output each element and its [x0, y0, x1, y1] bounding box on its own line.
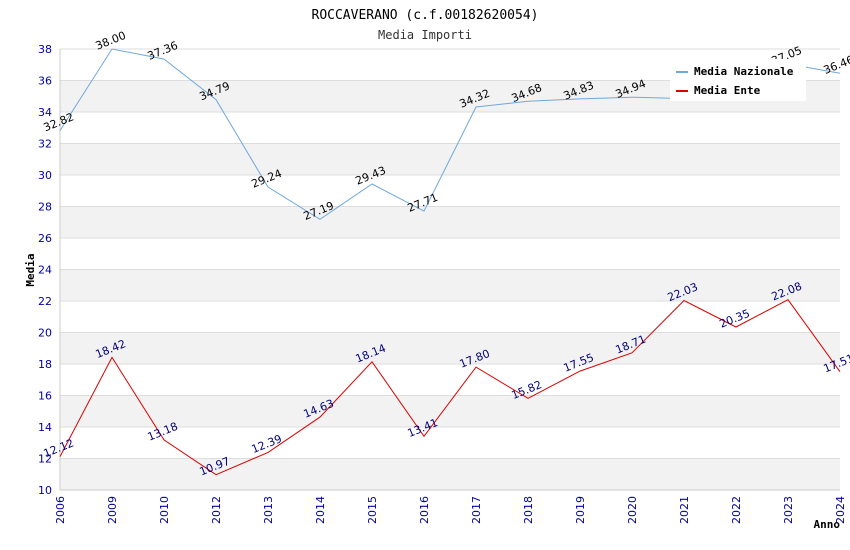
plot-band	[60, 458, 840, 490]
x-tick-label: 2015	[366, 496, 379, 524]
plot-band	[60, 269, 840, 301]
y-tick-label: 22	[38, 295, 52, 308]
legend: Media Nazionale Media Ente	[670, 59, 806, 101]
y-axis-label: Media	[24, 253, 37, 286]
x-tick-label: 2022	[730, 496, 743, 524]
y-tick-label: 28	[38, 201, 52, 214]
y-tick-label: 30	[38, 169, 52, 182]
x-tick-label: 2006	[54, 496, 67, 524]
x-tick-label: 2016	[418, 496, 431, 524]
x-tick-label: 2019	[574, 496, 587, 524]
x-tick-label: 2020	[626, 496, 639, 524]
legend-box	[670, 59, 806, 101]
x-tick-label: 2018	[522, 496, 535, 524]
x-tick-label: 2009	[106, 496, 119, 524]
y-tick-label: 14	[38, 421, 52, 434]
y-tick-labels: 10 12 14 16 18 20 22 24 26 28 30 32 34 36 38	[38, 43, 52, 497]
x-tick-label: 2010	[158, 496, 171, 524]
y-tick-label: 38	[38, 43, 52, 56]
x-tick-label: 2014	[314, 496, 327, 524]
data-label: 20.35	[718, 307, 752, 331]
x-tick-label: 2017	[470, 496, 483, 524]
y-tick-label: 12	[38, 453, 52, 466]
data-label: 36.46	[822, 53, 850, 77]
x-tick-label: 2023	[782, 496, 795, 524]
legend-entry-nazionale: Media Nazionale	[694, 65, 794, 78]
grid-lines	[59, 48, 840, 491]
y-tick-label: 18	[38, 358, 52, 371]
x-axis-label: Anno	[814, 518, 841, 531]
chart-title: ROCCAVERANO (c.f.00182620054)	[312, 8, 539, 23]
data-label: 12.12	[42, 436, 76, 460]
y-tick-label: 32	[38, 138, 52, 151]
y-tick-label: 36	[38, 75, 52, 88]
plot-band	[60, 332, 840, 364]
y-tick-label: 26	[38, 232, 52, 245]
x-tick-label: 2024	[834, 496, 847, 524]
x-tick-label: 2012	[210, 496, 223, 524]
y-tick-label: 10	[38, 484, 52, 497]
x-tick-label: 2013	[262, 496, 275, 524]
y-tick-label: 34	[38, 106, 52, 119]
y-tick-label: 20	[38, 327, 52, 340]
series-line-ente	[59, 299, 841, 476]
y-tick-label: 16	[38, 390, 52, 403]
x-tick-labels: 2006 2009 2010 2012 2013 2014 2015 2016 2017 2018…	[54, 496, 847, 524]
legend-entry-ente: Media Ente	[694, 84, 761, 97]
chart-subtitle: Media Importi	[378, 28, 472, 42]
x-tick-label: 2021	[678, 496, 691, 524]
plot-band	[60, 206, 840, 238]
plot-band	[60, 395, 840, 427]
y-tick-label: 24	[38, 264, 52, 277]
